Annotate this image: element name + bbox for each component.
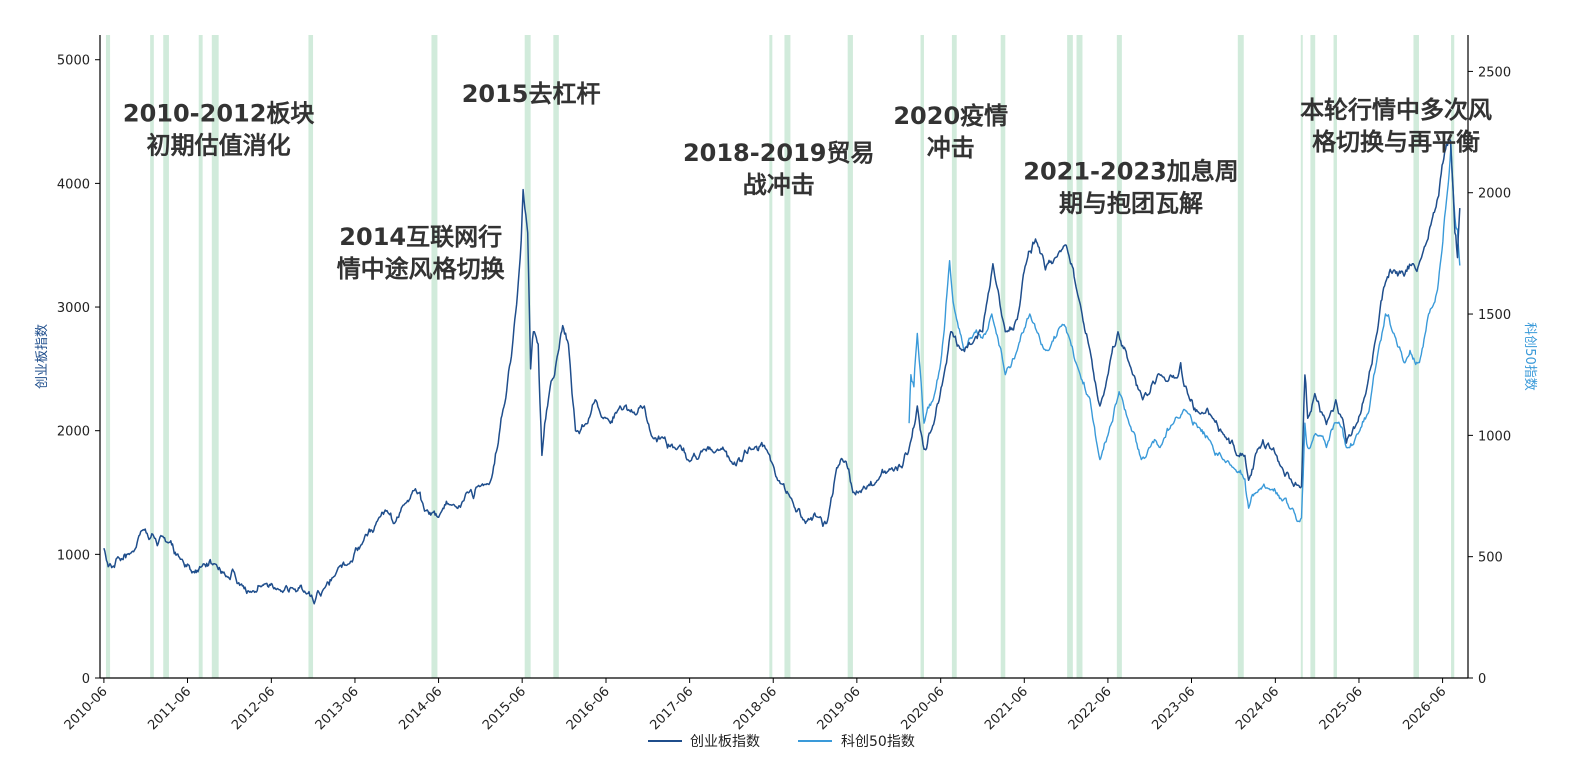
y-left-tick-label-2: 2000 [57, 425, 90, 440]
y-left-tick-label-5: 5000 [57, 54, 90, 69]
annotation-3: 2018-2019贸易战冲击 [683, 139, 875, 199]
y-left-tick-label-0: 0 [82, 672, 90, 687]
shaded-period-9 [769, 35, 773, 678]
x-tick-label-4: 2014-06 [396, 684, 445, 733]
shaded-period-1 [150, 35, 154, 678]
x-tick-label-15: 2025-06 [1317, 684, 1366, 733]
annotation-1: 2014互联网行情中途风格切换 [337, 223, 506, 283]
x-tick-label-0: 2010-06 [62, 684, 111, 733]
x-tick-label-13: 2023-06 [1149, 684, 1198, 733]
series-line-chinext [103, 139, 1461, 605]
shaded-period-17 [1116, 35, 1122, 678]
annotations: 2010-2012板块初期估值消化 2014互联网行情中途风格切换 2015去杠杆 2… [123, 80, 1492, 283]
shaded-period-2 [163, 35, 169, 678]
y-right-tick-label-3: 1500 [1478, 308, 1511, 323]
shaded-period-18 [1237, 35, 1244, 678]
x-tick-label-10: 2020-06 [898, 684, 947, 733]
y-right-tick-label-2: 1000 [1478, 429, 1511, 444]
series-line-kechuang50 [908, 143, 1461, 523]
shaded-period-12 [920, 35, 924, 678]
shaded-period-16 [1076, 35, 1083, 678]
y-right-tick-label-1: 500 [1478, 551, 1503, 566]
legend[interactable]: 创业板指数 科创50指数 [648, 734, 915, 750]
shaded-period-6 [431, 35, 438, 678]
x-tick-label-9: 2019-06 [815, 684, 864, 733]
shaded-period-21 [1333, 35, 1337, 678]
x-tick-label-12: 2022-06 [1066, 684, 1115, 733]
y-right-tick-label-0: 0 [1478, 672, 1486, 687]
y-right-tick-label-4: 2000 [1478, 187, 1511, 202]
x-tick-label-6: 2016-06 [564, 684, 613, 733]
x-tick-label-7: 2017-06 [647, 684, 696, 733]
shaded-period-19 [1300, 35, 1303, 678]
annotation-5: 2021-2023加息周期与抱团瓦解 [1023, 158, 1239, 218]
x-tick-label-5: 2015-06 [480, 684, 529, 733]
legend-label-0: 创业板指数 [690, 734, 760, 750]
shaded-period-0 [105, 35, 111, 678]
y-axis-left-title: 创业板指数 [35, 324, 50, 389]
shaded-period-5 [308, 35, 314, 678]
shaded-period-11 [847, 35, 853, 678]
shaded-period-15 [1067, 35, 1073, 678]
annotation-0: 2010-2012板块初期估值消化 [123, 100, 315, 160]
annotation-2: 2015去杠杆 [462, 80, 601, 108]
y-left-tick-label-3: 3000 [57, 301, 90, 316]
shaded-period-13 [951, 35, 957, 678]
shaded-period-10 [784, 35, 791, 678]
shaded-period-7 [524, 35, 531, 678]
legend-label-1: 科创50指数 [841, 734, 915, 750]
shaded-period-8 [553, 35, 559, 678]
shaded-periods [105, 35, 1455, 678]
shaded-period-14 [1000, 35, 1006, 678]
shaded-period-20 [1310, 35, 1316, 678]
series-lines [103, 139, 1461, 605]
x-tick-label-11: 2021-06 [982, 684, 1031, 733]
shaded-period-3 [198, 35, 203, 678]
x-tick-label-2: 2012-06 [229, 684, 278, 733]
shaded-period-22 [1413, 35, 1419, 678]
y-axis-right-title: 科创50指数 [1522, 322, 1537, 391]
shaded-period-4 [211, 35, 219, 678]
x-tick-label-1: 2011-06 [145, 684, 194, 733]
shaded-period-23 [1451, 35, 1455, 678]
x-tick-label-16: 2026-06 [1400, 684, 1449, 733]
y-left-tick-label-1: 1000 [57, 548, 90, 563]
annotation-4: 2020疫情冲击 [893, 102, 1008, 162]
x-tick-label-14: 2024-06 [1233, 684, 1282, 733]
x-tick-label-3: 2013-06 [313, 684, 362, 733]
annotation-6: 本轮行情中多次风格切换与再平衡 [1300, 96, 1492, 156]
x-tick-label-8: 2018-06 [731, 684, 780, 733]
y-right-tick-label-5: 2500 [1478, 65, 1511, 80]
y-left-tick-label-4: 4000 [57, 177, 90, 192]
